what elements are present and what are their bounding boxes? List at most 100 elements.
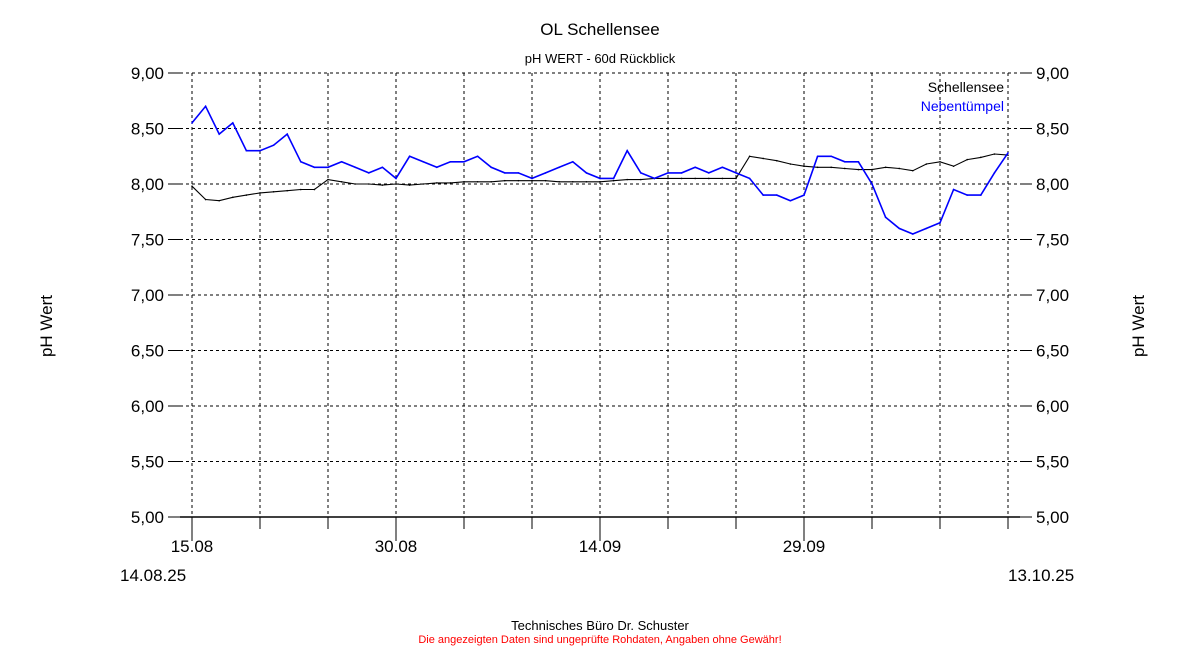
- data-point: [259, 149, 261, 152]
- y-tick-label-left: 5,50: [131, 453, 164, 472]
- data-point: [300, 161, 302, 163]
- data-point: [449, 182, 452, 184]
- data-point: [204, 198, 207, 201]
- data-point: [762, 157, 764, 160]
- data-point: [653, 177, 656, 180]
- chart-title: OL Schellensee: [540, 20, 660, 39]
- data-point: [585, 180, 588, 183]
- data-point: [381, 184, 384, 186]
- data-point: [1007, 152, 1009, 154]
- data-point: [476, 155, 479, 158]
- data-point: [925, 227, 928, 230]
- data-point: [395, 183, 397, 185]
- data-point: [531, 177, 533, 180]
- x-tick-label: 30.08: [375, 537, 418, 556]
- y-tick-label-right: 5,50: [1036, 453, 1069, 472]
- data-point: [245, 194, 248, 196]
- data-point: [585, 172, 588, 174]
- data-point: [272, 190, 275, 193]
- data-point: [612, 179, 615, 182]
- data-point: [572, 180, 574, 183]
- y-tick-label-left: 6,00: [131, 397, 164, 416]
- data-point: [476, 180, 479, 183]
- data-point: [939, 222, 941, 224]
- data-point: [980, 156, 982, 159]
- data-point: [558, 180, 560, 183]
- data-point: [517, 179, 520, 182]
- y-tick-label-right: 6,00: [1036, 397, 1069, 416]
- data-point: [626, 149, 628, 152]
- data-point: [721, 166, 724, 169]
- data-point: [259, 192, 261, 194]
- data-point: [232, 122, 234, 124]
- x-tick-label: 15.08: [171, 537, 214, 556]
- data-point: [327, 166, 329, 169]
- start-date-label: 14.08.25: [120, 566, 187, 585]
- y-tick-label-left: 5,00: [131, 508, 164, 527]
- data-point: [694, 166, 696, 169]
- data-point: [408, 155, 411, 158]
- data-point: [286, 133, 289, 135]
- y-tick-label-left: 8,00: [131, 175, 164, 194]
- y-tick-label-right: 9,00: [1036, 64, 1069, 83]
- data-point: [218, 133, 220, 135]
- data-point: [572, 161, 574, 163]
- data-point: [599, 177, 601, 180]
- y-tick-label-right: 7,50: [1036, 231, 1069, 250]
- data-point: [708, 172, 710, 174]
- data-point: [354, 183, 357, 185]
- data-point: [966, 158, 968, 161]
- y-tick-label-right: 8,00: [1036, 175, 1069, 194]
- data-point: [381, 166, 384, 169]
- y-tick-label-left: 7,50: [131, 231, 164, 250]
- data-point: [313, 188, 316, 191]
- footer-disclaimer: Die angezeigten Daten sind ungeprüfte Ro…: [418, 634, 782, 646]
- data-point: [463, 161, 465, 163]
- legend-entry: Schellensee: [928, 79, 1004, 95]
- data-point: [789, 163, 792, 165]
- data-point: [232, 196, 234, 199]
- data-point: [980, 194, 982, 196]
- x-tick-label: 29.09: [783, 537, 826, 556]
- data-point: [422, 161, 425, 163]
- data-point: [300, 188, 302, 191]
- data-point: [803, 165, 805, 168]
- data-point: [313, 166, 316, 169]
- data-point: [694, 177, 696, 180]
- data-point: [558, 166, 560, 169]
- data-point: [245, 149, 248, 152]
- data-point: [898, 227, 900, 230]
- data-point: [993, 172, 996, 174]
- data-point: [368, 183, 370, 185]
- data-point: [952, 165, 955, 168]
- data-point: [544, 172, 547, 174]
- chart-subtitle: pH WERT - 60d Rückblick: [524, 51, 676, 66]
- data-point: [422, 183, 425, 185]
- data-point: [490, 166, 493, 169]
- data-point: [191, 185, 193, 188]
- data-point: [708, 177, 710, 180]
- data-point: [966, 194, 968, 196]
- data-point: [340, 180, 343, 183]
- data-point: [667, 172, 669, 174]
- data-point: [884, 216, 887, 219]
- data-point: [884, 166, 887, 169]
- data-point: [898, 167, 900, 170]
- data-point: [531, 179, 533, 182]
- footer-company: Technisches Büro Dr. Schuster: [511, 618, 689, 633]
- data-point: [463, 180, 465, 183]
- data-point: [721, 177, 724, 180]
- data-point: [354, 166, 357, 169]
- data-point: [844, 161, 846, 163]
- data-point: [436, 166, 438, 169]
- data-point: [912, 169, 914, 172]
- data-point: [748, 177, 751, 180]
- data-point: [395, 177, 397, 180]
- data-point: [272, 144, 275, 146]
- data-point: [286, 189, 289, 192]
- data-point: [912, 233, 914, 235]
- data-point: [599, 180, 601, 183]
- data-point: [925, 163, 928, 165]
- data-point: [640, 172, 642, 174]
- data-point: [191, 122, 193, 124]
